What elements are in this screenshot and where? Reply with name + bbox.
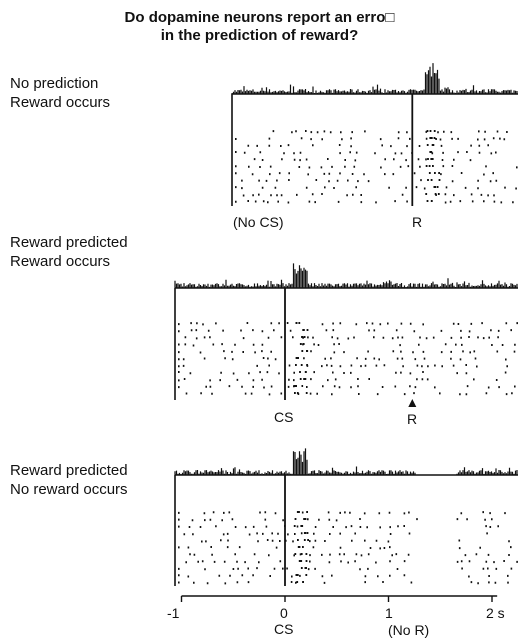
panel-1-condition-line-2: Reward occurs xyxy=(10,94,111,111)
panel-3-no-reward xyxy=(174,448,518,586)
histogram-bins xyxy=(174,263,518,288)
panel-3-no-reward-label: (No R) xyxy=(388,622,430,638)
axis-tick-label-0: 0 xyxy=(280,605,288,621)
panel-1-no-prediction xyxy=(231,63,518,206)
axis-tick-label-1: 1 xyxy=(385,605,393,621)
histogram-bins xyxy=(174,448,518,475)
axis-tick-label-2s: 2 s xyxy=(486,605,505,621)
raster-spikes xyxy=(235,130,518,204)
panel-2-cs-label: CS xyxy=(274,409,294,425)
panel-2-condition-line-1: Reward predicted xyxy=(10,234,128,251)
panel-2-reward-predicted xyxy=(174,263,518,407)
figure-title-line-1: Do dopamine neurons report an erro□ xyxy=(124,9,395,26)
panel-3-condition-line-2: No reward occurs xyxy=(10,481,128,498)
panel-3-condition-line-1: Reward predicted xyxy=(10,462,128,479)
panel-1-condition-line-1: No prediction xyxy=(10,75,99,92)
panel-2-reward-label: R xyxy=(407,411,418,427)
panel-1-reward-label: R xyxy=(412,214,423,230)
panel-1-no-cs-label: (No CS) xyxy=(233,214,284,230)
histogram-bins xyxy=(231,63,518,94)
raster-spikes xyxy=(178,322,518,396)
figure-title-line-2: in the prediction of reward? xyxy=(160,27,359,44)
time-axis xyxy=(180,595,498,602)
raster-spikes xyxy=(178,511,518,585)
panel-2-condition-line-2: Reward occurs xyxy=(10,253,111,270)
reward-arrow-icon xyxy=(408,399,417,407)
axis-tick-label-minus-1: -1 xyxy=(167,605,180,621)
panel-3-cs-label: CS xyxy=(274,621,294,637)
